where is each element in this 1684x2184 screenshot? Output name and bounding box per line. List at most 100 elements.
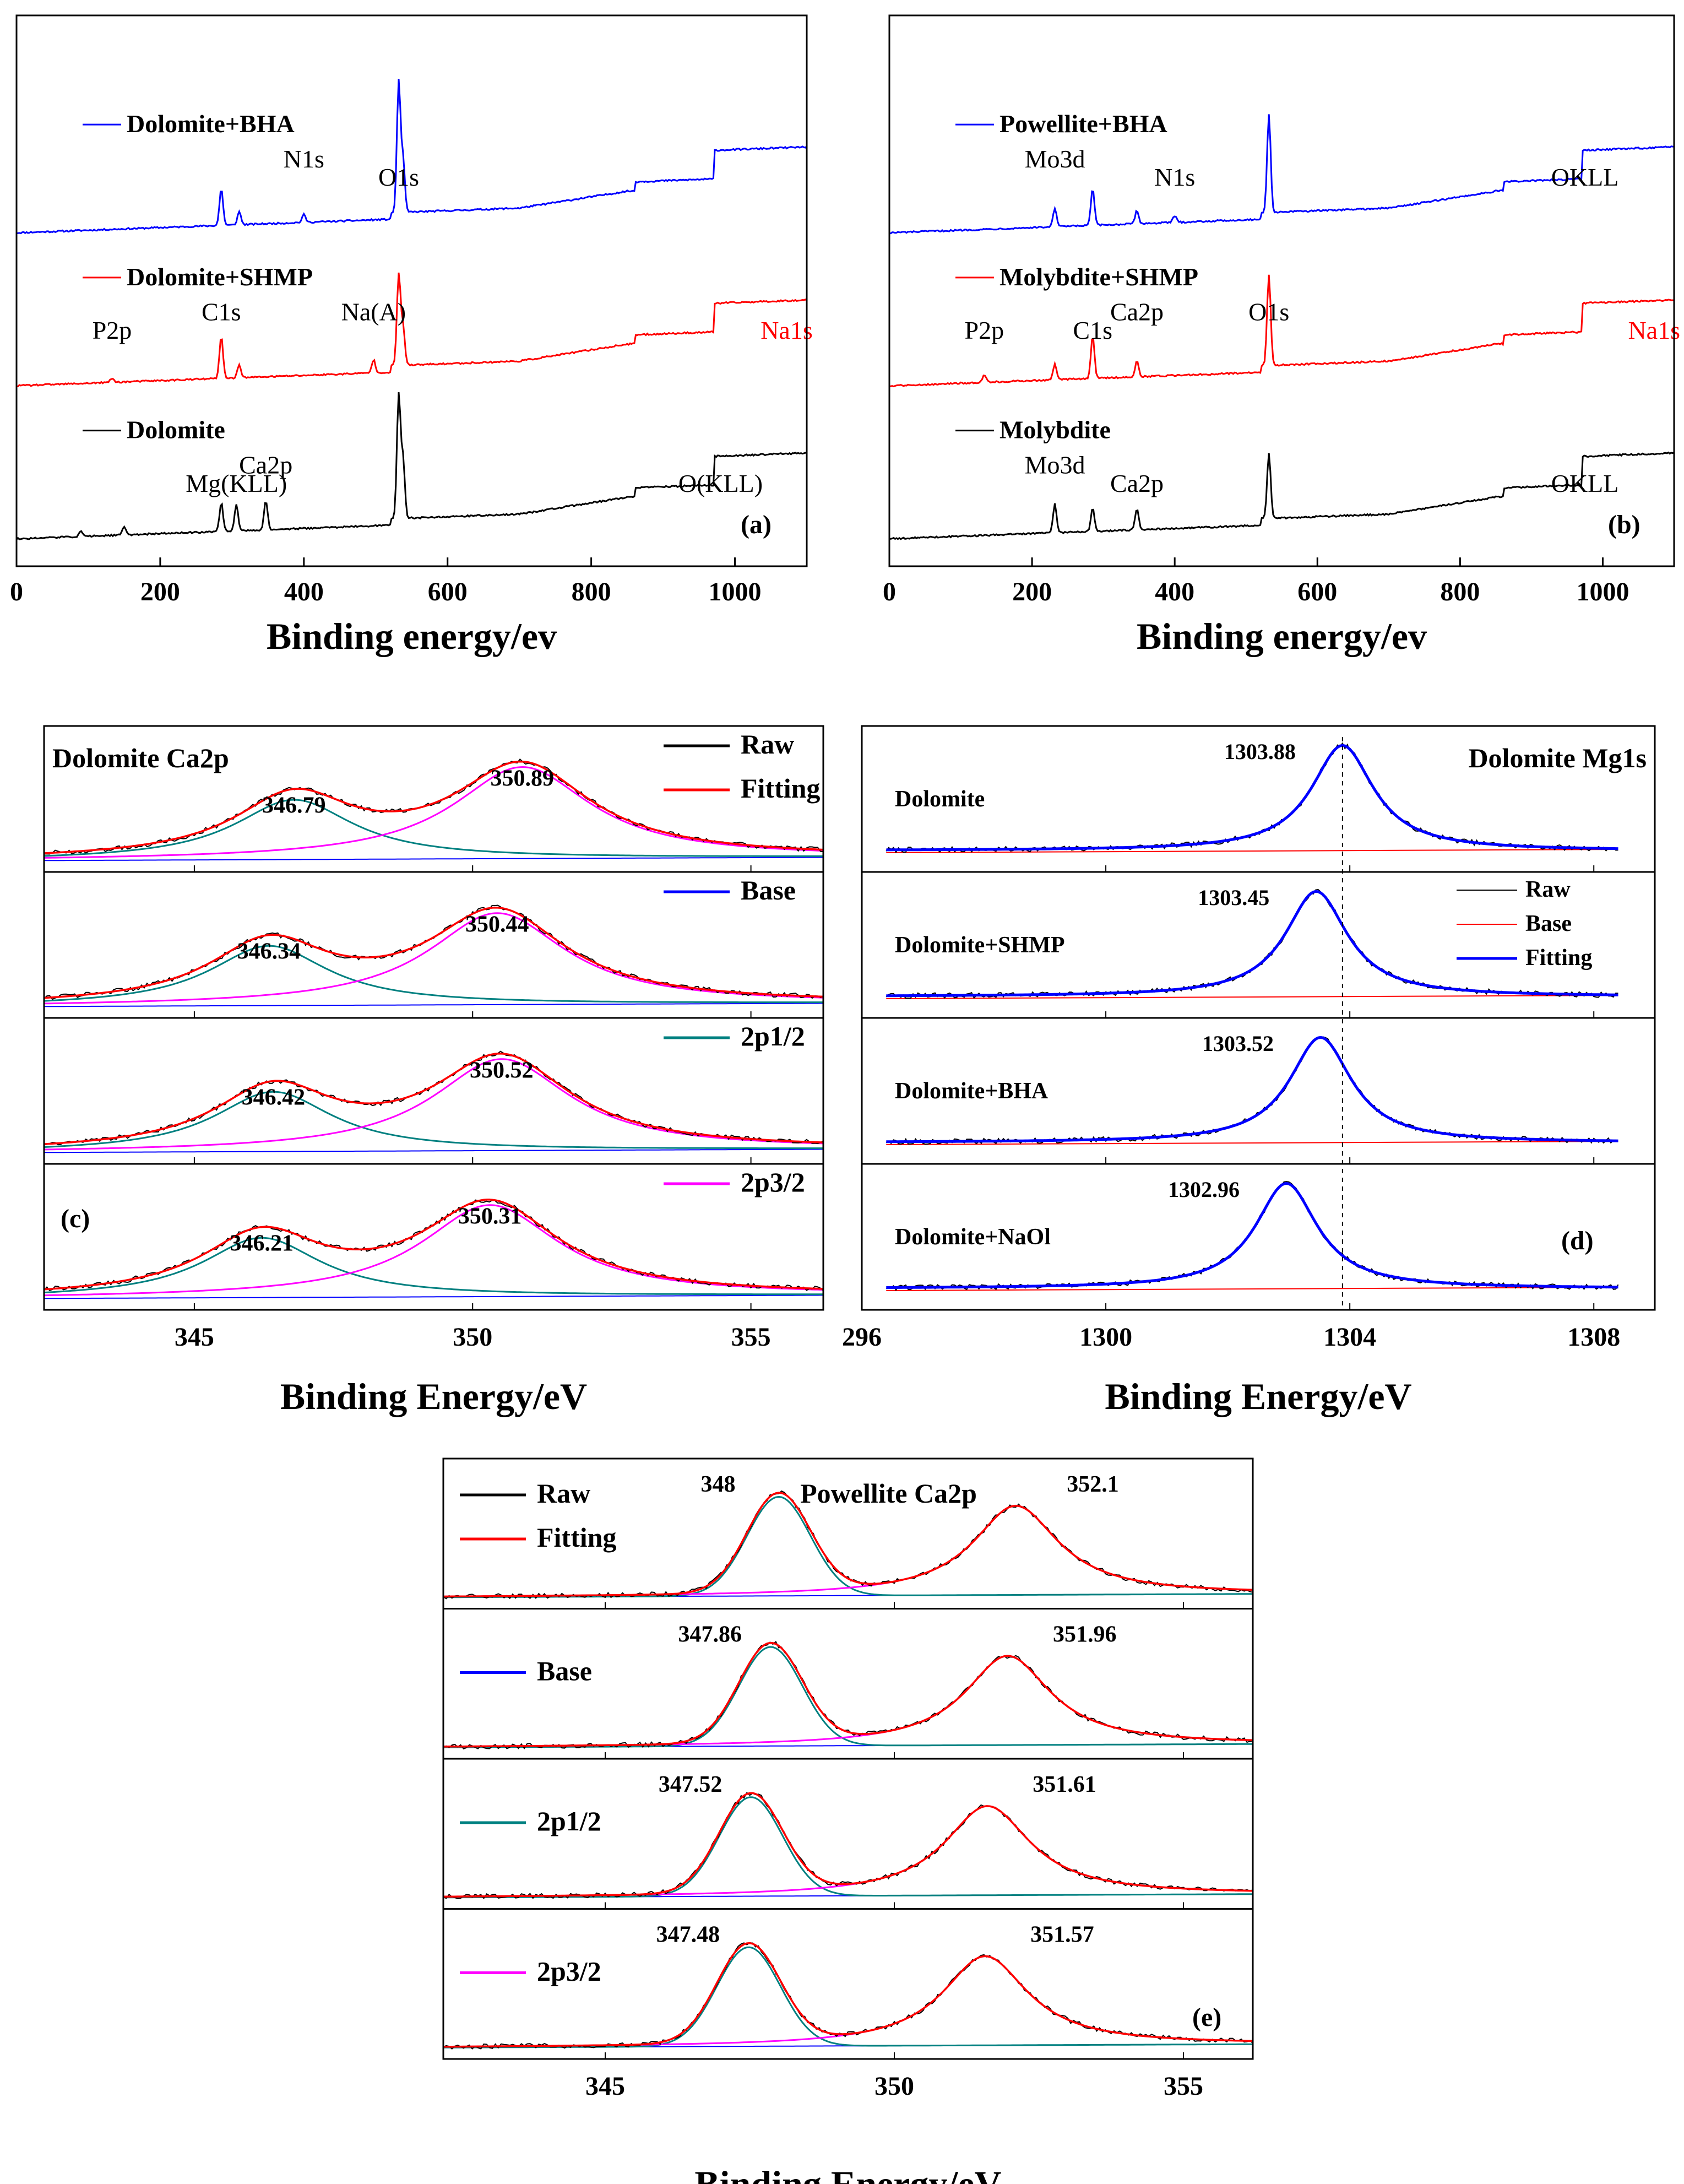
peak-value-label: 347.86 [678,1622,742,1648]
legend-label: Raw [1525,877,1571,902]
legend-label: Powellite+BHA [999,110,1167,138]
series-line-powellite-bha [889,114,1675,235]
peak-value-label: 346.34 [237,939,301,964]
legend-label: 2p3/2 [537,1956,601,1987]
peak-value-label: 346.79 [262,793,326,819]
panel-label: (e) [1192,2003,1221,2032]
plot-frame [888,14,1675,567]
fitting-line [44,1199,824,1291]
peak-value-label: 1302.96 [1168,1177,1240,1202]
peak-annotation: Mg(KLL) [186,469,287,497]
x-axis-label: Binding Energy/eV [1105,1375,1411,1417]
legend-label: Dolomite+BHA [127,110,295,138]
peak-annotation: O(KLL) [678,469,763,497]
survey-chart-a: Dolomite+BHA O1s N1s Dolomite+SHMP Na1s C1s P2… [10,14,813,657]
legend-label: Fitting [741,773,820,804]
x-tick-label: 1304 [1323,1323,1376,1352]
base-line [886,1287,1618,1291]
legend-label: Molybdite [999,416,1111,444]
x-tick-label: 345 [585,2072,625,2101]
panel-label: (d) [1561,1226,1594,1255]
x-tick-label: 600 [428,577,468,606]
peak-value-label: 346.42 [242,1085,306,1110]
base-line [886,849,1618,853]
peak-value-label: 1303.88 [1224,739,1296,764]
legend-label: Raw [537,1478,590,1509]
series-line-molybdite [889,451,1675,540]
peak-value-label: 350.31 [458,1204,522,1229]
panel-label: (a) [741,510,772,539]
subpanel-frame [43,1163,824,1311]
chart-title: Dolomite Ca2p [52,743,229,773]
fitting-line [44,760,824,854]
component-2p1-2 [443,1495,1253,1598]
peak-annotation: Na(A) [341,298,406,326]
peak-annotation: N1s [284,145,324,173]
fitting-line [886,744,1618,852]
legend-label: Dolomite+SHMP [127,263,313,291]
plot-frame [15,14,808,567]
x-tick-label: 1300 [1079,1323,1132,1352]
x-tick-label: 600 [1297,577,1337,606]
x-tick-label: 1000 [1576,577,1629,606]
peak-value-label: 352.1 [1067,1472,1119,1497]
peak-value-label: 347.52 [659,1772,723,1797]
x-tick-label: 800 [1440,577,1480,606]
component-2p3-2 [44,1058,824,1151]
x-tick-label: 800 [572,577,611,606]
fitting-line [886,1036,1618,1144]
peak-value-label: 351.96 [1053,1622,1117,1648]
fitting-line [44,907,824,999]
base-line [886,995,1618,999]
chart-title: Dolomite Mg1s [1468,743,1647,773]
peak-annotation: Mo3d [1025,145,1085,173]
series-line-dolomite [15,392,807,540]
peak-value-label: 350.44 [465,912,529,937]
x-tick-label: 1000 [709,577,762,606]
peak-annotation: Ca2p [239,451,292,479]
x-axis-label: Binding energy/ev [1137,615,1427,657]
base-line [44,1148,823,1153]
component-2p1-2 [443,1946,1253,2048]
x-tick-label: 355 [731,1323,771,1352]
legend-label: Fitting [537,1522,616,1553]
peak-annotation: Mo3d [1025,451,1085,479]
peak-value-label: 351.61 [1033,1772,1096,1797]
x-tick-label: 200 [1012,577,1052,606]
component-2p3-2 [44,766,824,859]
x-tick-label: 0 [883,577,896,606]
x-tick-label: 350 [874,2072,914,2101]
peak-annotation: O1s [378,163,419,191]
peak-annotation: Na1s [1628,316,1680,344]
legend-label: Raw [741,729,794,760]
sample-label: Dolomite [895,787,985,812]
legend-label: 2p3/2 [741,1167,805,1197]
component-2p1-2 [44,799,823,857]
legend-label: Base [1525,911,1572,936]
series-line-dolomite-shmp [17,272,807,387]
peak-annotation: N1s [1154,163,1195,191]
peak-annotation: OKLL [1551,469,1619,497]
x-tick-label: 355 [1164,2072,1203,2101]
mg1s-chart-d: Dolomite 1303.88 Dolomite+SHMP 1303.45 Dolom… [842,725,1656,1417]
peak-annotation: C1s [1073,316,1112,344]
x-tick-label: 400 [284,577,324,606]
x-tick-label: 200 [140,577,180,606]
ca2p-chart-c: 346.79 350.89 346.34 350.44 346.42 350.52 346.… [43,725,824,1417]
fitting-line [44,1052,824,1145]
component-2p1-2 [44,1091,823,1150]
x-tick-label: 296 [842,1323,882,1352]
x-tick-label: 345 [175,1323,214,1352]
series-line-dolomite-bha [16,79,808,235]
fitting-line [443,1942,1253,2048]
panel-label: (c) [61,1204,90,1233]
base-line [44,857,823,861]
fitting-line [886,890,1618,998]
x-axis-label: Binding Energy/eV [694,2163,1001,2184]
peak-annotation: Na1s [760,316,813,344]
fitting-line [443,1792,1253,1898]
x-tick-label: 1308 [1567,1323,1620,1352]
sample-label: Dolomite+BHA [895,1079,1049,1104]
x-axis-label: Binding energy/ev [267,615,557,657]
